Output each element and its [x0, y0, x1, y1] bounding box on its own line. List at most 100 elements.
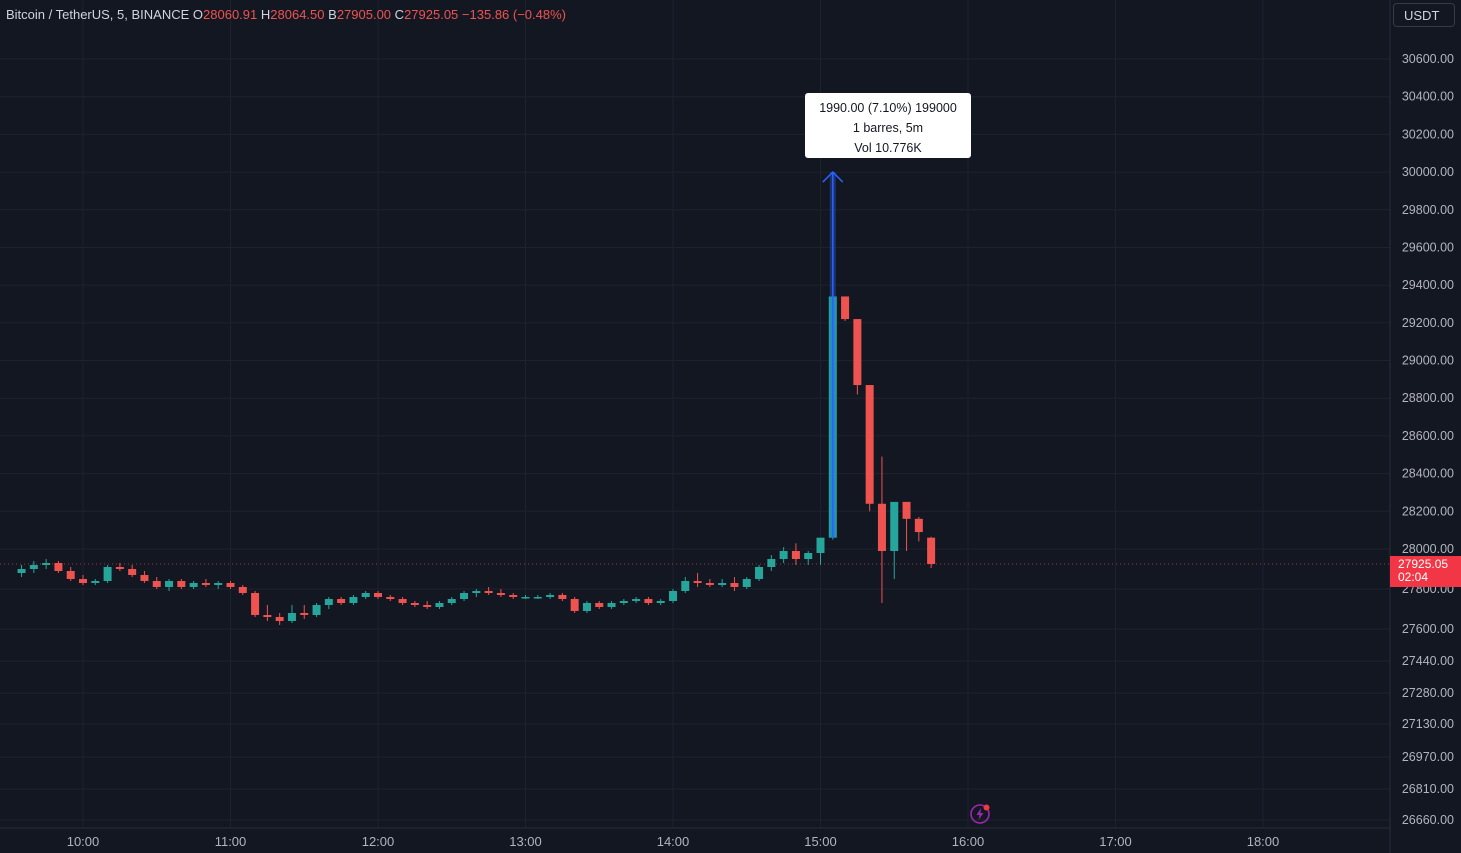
time-tick-label: 12:00 — [362, 834, 395, 849]
close-value: 27925.05 — [404, 7, 459, 22]
candle-body — [337, 599, 346, 603]
price-tick-label: 30400.00 — [1402, 90, 1454, 104]
price-tick-label: 28600.00 — [1402, 429, 1454, 443]
price-tick-label: 26660.00 — [1402, 813, 1454, 827]
price-tick-label: 28200.00 — [1402, 504, 1454, 518]
time-tick-label: 10:00 — [67, 834, 100, 849]
candle-body — [435, 603, 444, 607]
price-tick-label: 27280.00 — [1402, 686, 1454, 700]
candle-body — [570, 599, 579, 611]
low-value: 27905.00 — [336, 7, 392, 22]
candle-body — [165, 581, 174, 587]
candle-body — [669, 591, 677, 601]
measure-bars: 1 barres, 5m — [852, 121, 924, 135]
price-tick-label: 29800.00 — [1402, 203, 1454, 217]
candle-body — [632, 599, 641, 601]
candle-body — [312, 605, 321, 615]
candle-body — [54, 563, 63, 571]
candle-body — [177, 581, 186, 587]
candle-body — [767, 559, 776, 567]
candle-body — [66, 571, 75, 579]
price-tick-label: 27130.00 — [1402, 717, 1454, 731]
measure-volume: Vol 10.776K — [854, 141, 922, 155]
price-tick-label: 26970.00 — [1402, 750, 1454, 764]
candle-body — [152, 581, 161, 587]
candle-body — [804, 553, 813, 559]
candle-body — [595, 603, 604, 607]
candle-body — [816, 537, 825, 553]
high-value: 28064.50 — [270, 7, 325, 22]
candle-body — [361, 593, 370, 597]
candle-body — [263, 615, 272, 617]
price-tick-label: 28400.00 — [1402, 467, 1454, 481]
candle-body — [865, 385, 874, 504]
candle-body — [226, 583, 235, 587]
candle-body — [791, 551, 800, 559]
last-price-badge: 27925.05 02:04 — [1390, 556, 1461, 587]
candle-body — [287, 613, 296, 621]
last-price-value: 27925.05 — [1398, 557, 1449, 571]
open-label: O — [192, 7, 204, 22]
candle-body — [460, 593, 469, 599]
candle-body — [214, 583, 223, 585]
price-tick-label: 30200.00 — [1402, 127, 1454, 141]
candle-body — [189, 583, 198, 587]
candle-body — [374, 593, 382, 597]
price-tick-label: 27440.00 — [1402, 654, 1454, 668]
close-label: C — [394, 7, 405, 22]
measure-change: 1990.00 (7.10%) 199000 — [819, 101, 957, 115]
candle-body — [79, 579, 87, 583]
candle-body — [201, 583, 210, 585]
price-tick-label: 28800.00 — [1402, 391, 1454, 405]
price-tick-label: 29200.00 — [1402, 316, 1454, 330]
candle-body — [914, 518, 923, 533]
candle-body — [386, 597, 395, 599]
symbol-legend[interactable]: Bitcoin / TetherUS, 5, BINANCE O28060.91… — [6, 7, 566, 22]
high-label: H — [260, 7, 271, 22]
time-axis[interactable]: 10:00 11:00 12:00 13:00 14:00 15:00 16:00 17:00… — [67, 834, 1280, 849]
candle-body — [853, 319, 862, 386]
price-tick-label: 27600.00 — [1402, 622, 1454, 636]
candle-body — [718, 583, 727, 585]
price-tick-label: 26810.00 — [1402, 782, 1454, 796]
candle-body — [521, 597, 530, 599]
candle-body — [656, 601, 665, 603]
candle-body — [17, 569, 26, 573]
candle-body — [841, 296, 850, 320]
candle-body — [509, 595, 518, 597]
lightning-bolt-icon[interactable] — [969, 803, 991, 825]
symbol-name[interactable]: Bitcoin / TetherUS, 5, BINANCE — [6, 7, 190, 22]
price-tick-label: 30600.00 — [1402, 52, 1454, 66]
last-price-countdown: 02:04 — [1398, 570, 1429, 584]
time-tick-label: 15:00 — [804, 834, 837, 849]
currency-button[interactable]: USDT — [1393, 3, 1455, 27]
price-axis[interactable]: 30600.00 30400.00 30200.00 30000.00 29800.00… — [1402, 52, 1454, 827]
candle-body — [349, 597, 358, 603]
candle-body — [115, 567, 124, 569]
candle-body — [238, 587, 247, 593]
candle-body — [484, 591, 493, 593]
candle-body — [730, 583, 739, 587]
price-tick-label: 30000.00 — [1402, 165, 1454, 179]
time-tick-label: 14:00 — [657, 834, 690, 849]
candle-body — [742, 579, 751, 587]
candle-body — [423, 605, 432, 607]
candle-body — [644, 599, 653, 603]
candle-body — [29, 565, 38, 569]
candle-body — [447, 599, 456, 603]
candle-body — [607, 603, 616, 607]
candle-body — [42, 563, 51, 565]
low-label: B — [328, 7, 337, 22]
candle-body — [275, 617, 284, 621]
candle-body — [902, 501, 911, 519]
price-tick-label: 28000.00 — [1402, 542, 1454, 556]
candle-body — [890, 501, 899, 551]
candle-body — [91, 581, 100, 583]
candle-body — [927, 537, 936, 564]
time-tick-label: 18:00 — [1247, 834, 1280, 849]
candle-body — [251, 593, 260, 615]
candle-body — [103, 567, 112, 581]
grid-lines — [0, 0, 1391, 853]
change-value: −135.86 (−0.48%) — [461, 7, 566, 22]
